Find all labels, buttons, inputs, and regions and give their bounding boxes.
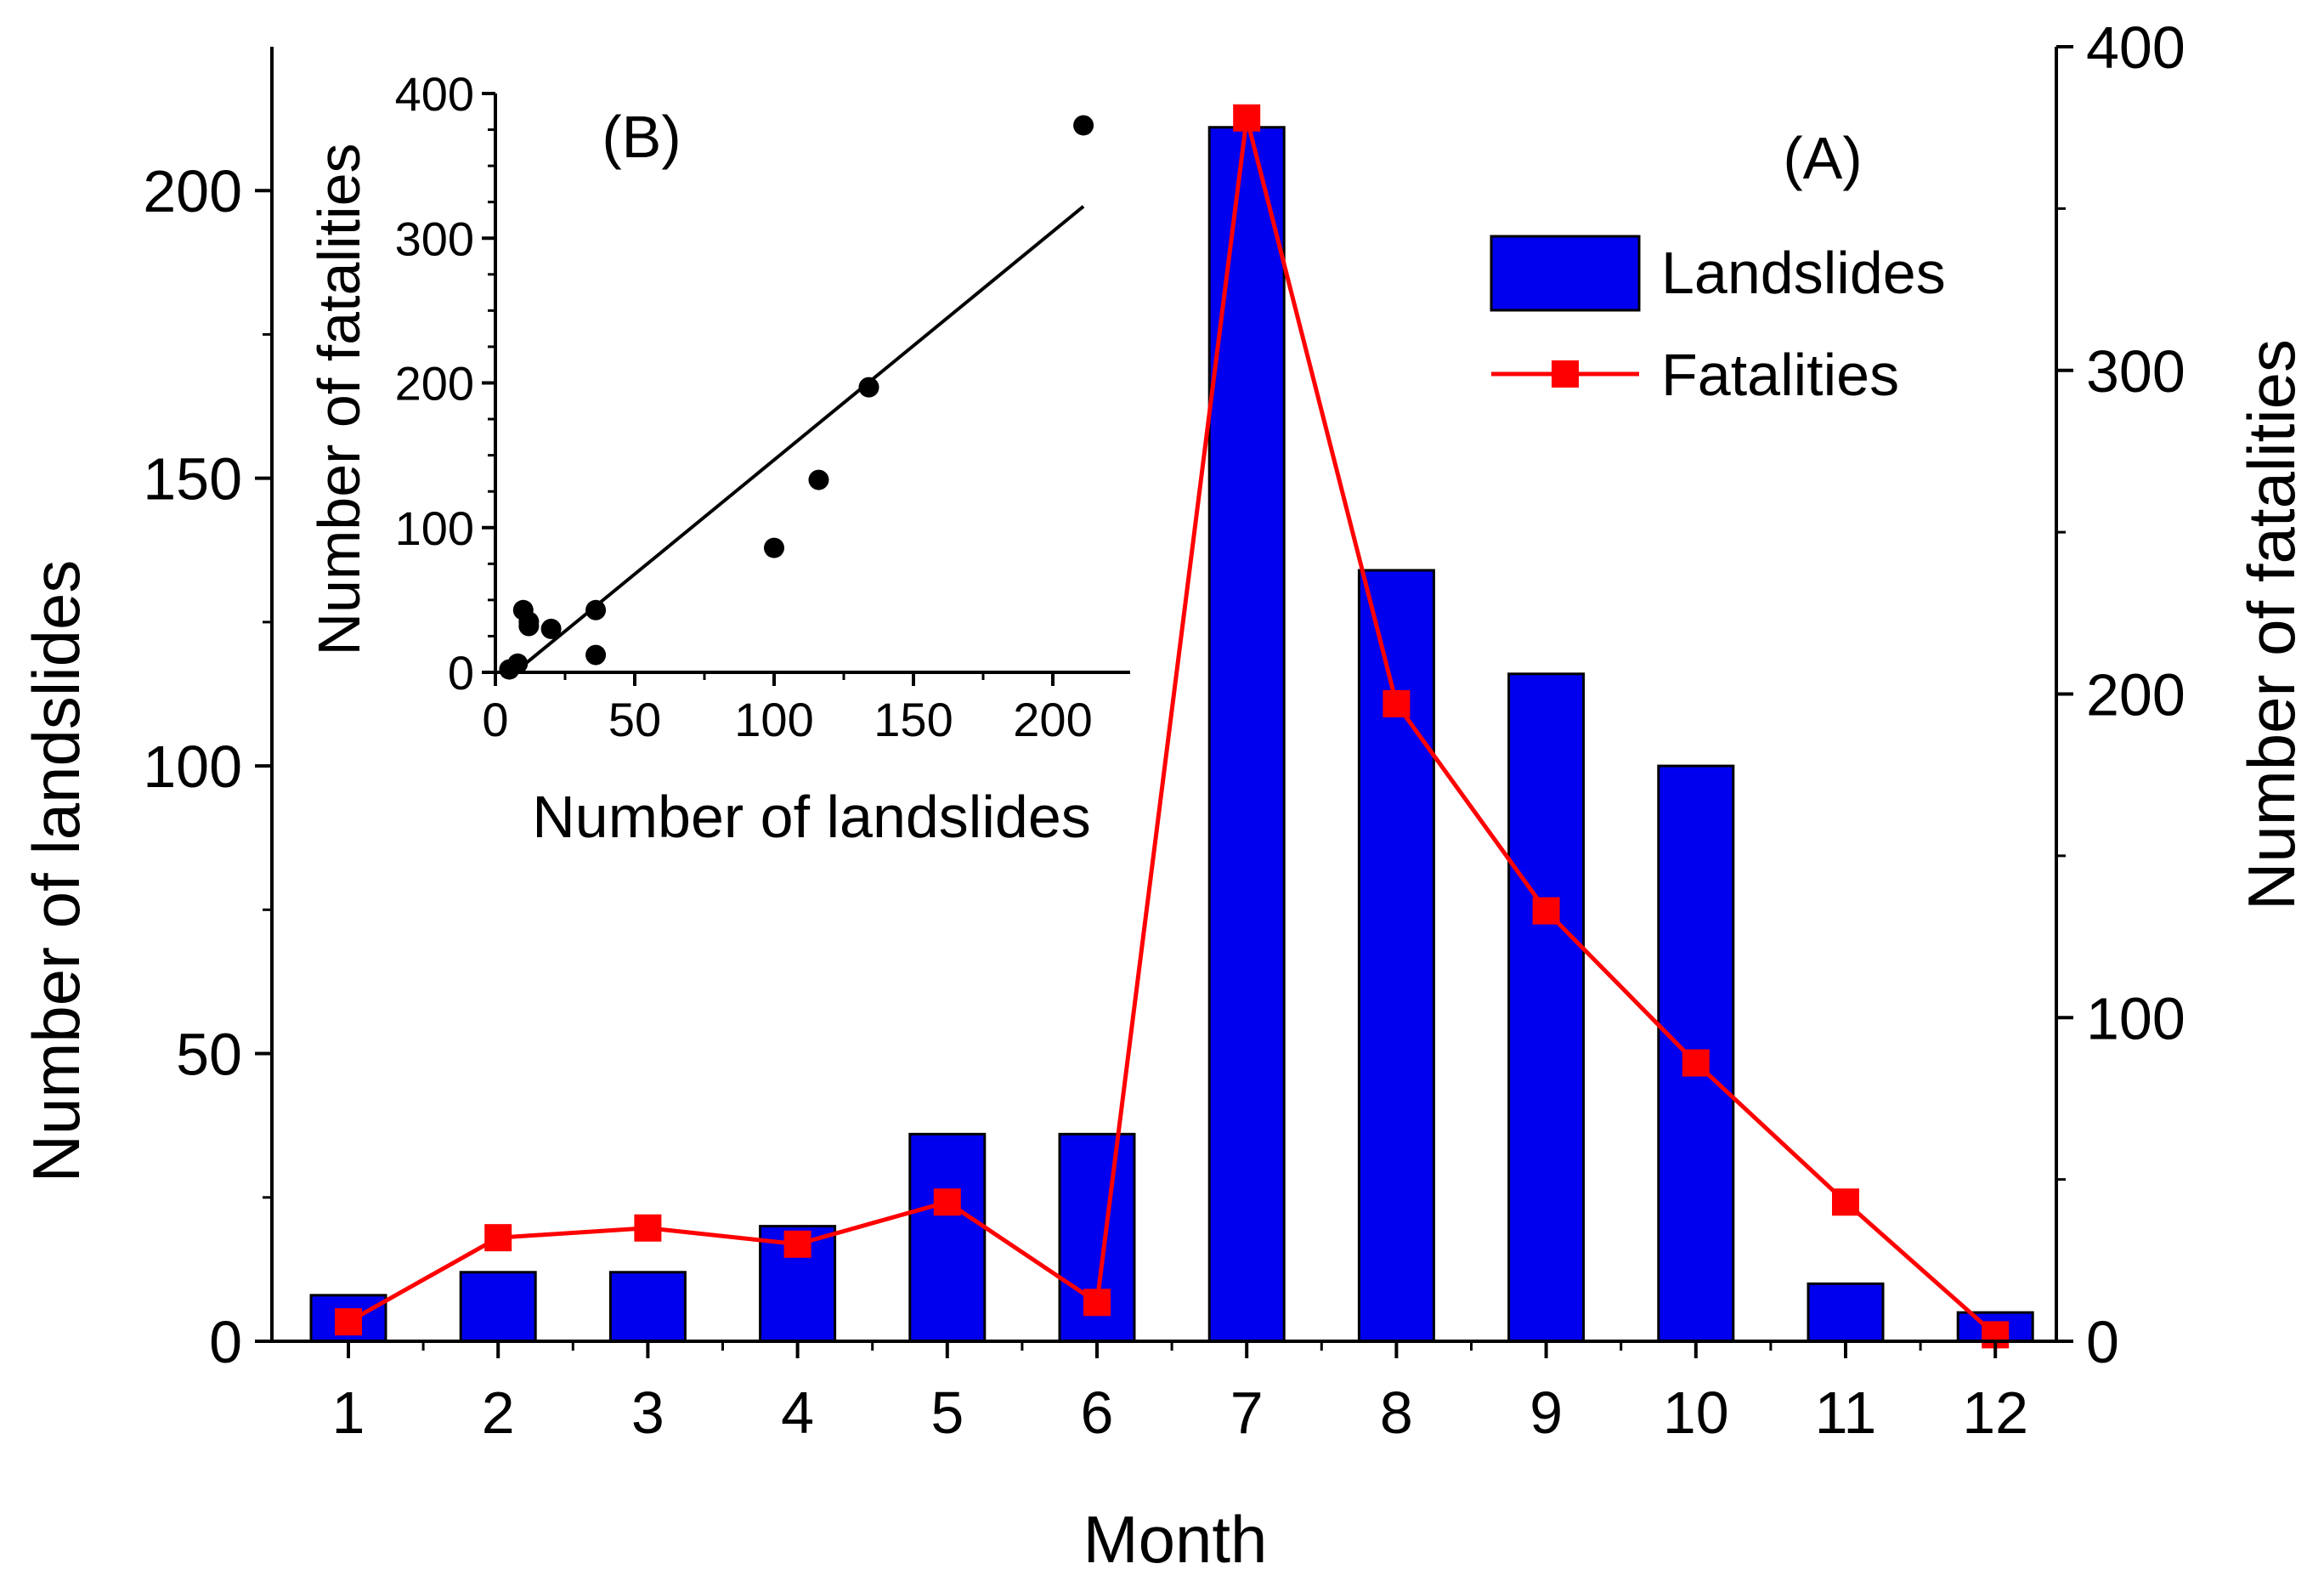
panel-b-label: (B): [602, 104, 681, 170]
right-y-tick-label: 200: [2086, 662, 2185, 728]
landslides-bar: [1507, 672, 1586, 1343]
left-y-tick-label: 0: [209, 1309, 242, 1375]
right-y-tick-label: 100: [2086, 985, 2185, 1051]
inset-x-tick-label: 0: [482, 693, 508, 746]
landslides-bars: [309, 126, 2034, 1343]
legend-landslides-label: Landslides: [1661, 240, 1946, 306]
fatalities-line: [347, 117, 1997, 1337]
inset-y-tick-label: 200: [395, 357, 474, 411]
fatalities-series: [335, 104, 2010, 1349]
inset-axes: 0 100 200 300 400 0 50 100 150 200: [395, 67, 1130, 746]
fatalities-marker: [484, 1224, 512, 1252]
x-tick-label: 1: [332, 1380, 365, 1446]
fatalities-marker: [1083, 1289, 1111, 1317]
x-tick-label: 10: [1663, 1380, 1729, 1446]
x-tick-label: 5: [930, 1380, 964, 1446]
left-y-tick-label: 50: [176, 1022, 242, 1088]
legend-landslides-swatch: [1490, 235, 1641, 312]
x-tick-label: 2: [482, 1380, 515, 1446]
inset-scatter-point: [540, 618, 562, 639]
fatalities-marker: [783, 1230, 811, 1258]
legend-fatalities-marker: [1552, 360, 1579, 388]
inset-x-axis-title: Number of landslides: [532, 784, 1091, 850]
legend-fatalities-label: Fatalities: [1661, 342, 1899, 408]
fatalities-marker: [335, 1308, 362, 1336]
x-tick-label: 3: [631, 1380, 664, 1446]
landslides-bar: [908, 1132, 987, 1343]
x-tick-label: 9: [1530, 1380, 1563, 1446]
inset-scatter-point: [808, 469, 829, 490]
inset-scatter-point: [764, 537, 784, 558]
x-tick-label: 7: [1230, 1380, 1264, 1446]
x-tick-label: 6: [1081, 1380, 1114, 1446]
inset-fit-line: [513, 205, 1085, 674]
left-y-axis-title: Number of landslides: [19, 560, 93, 1183]
landslides-bar: [1357, 569, 1435, 1343]
inset-y-tick-label: 400: [395, 67, 474, 121]
left-y-tick-label: 100: [143, 734, 242, 800]
x-tick-label: 4: [781, 1380, 814, 1446]
inset-x-tick-label: 100: [734, 693, 813, 746]
fatalities-marker: [1682, 1049, 1710, 1077]
fatalities-marker: [1532, 897, 1560, 925]
right-y-tick-label: 0: [2086, 1309, 2119, 1375]
right-y-tick-label: 300: [2086, 338, 2185, 405]
inset-regression-line: [513, 205, 1085, 674]
legend: Landslides Fatalities: [1490, 235, 1946, 408]
x-tick-label: 8: [1380, 1380, 1413, 1446]
landslides-bar: [459, 1271, 537, 1343]
inset-x-tick-label: 150: [874, 693, 953, 746]
fatalities-marker: [1832, 1188, 1859, 1216]
inset-scatter-point: [585, 644, 607, 666]
right-y-axis-title: Number of fatalities: [2234, 339, 2309, 910]
inset-x-tick-label: 50: [608, 693, 661, 746]
inset-y-axis-title: Number of fatalities: [306, 143, 372, 655]
fatalities-marker: [1383, 689, 1411, 717]
landslides-bar: [608, 1271, 687, 1343]
left-y-tick-label: 200: [143, 158, 242, 224]
fatalities-marker: [933, 1188, 961, 1216]
landslides-bar: [1807, 1282, 1885, 1343]
panel-a-label: (A): [1783, 125, 1862, 191]
inset-scatter-point: [1073, 115, 1094, 136]
left-y-tick-label: 150: [143, 446, 242, 513]
fatalities-marker: [634, 1214, 662, 1242]
inset-y-tick-label: 0: [448, 646, 474, 700]
inset-scatter-point: [858, 377, 879, 398]
landslides-bar: [759, 1225, 837, 1343]
inset-y-tick-label: 100: [395, 501, 474, 555]
inset-scatter-chart: 0 100 200 300 400 0 50 100 150 200 Number of land…: [306, 67, 1130, 850]
inset-x-tick-label: 200: [1013, 693, 1092, 746]
fatalities-marker: [1233, 104, 1261, 132]
x-tick-label: 12: [1962, 1380, 2028, 1446]
inset-scatter-points: [499, 115, 1094, 680]
inset-scatter-point: [507, 653, 529, 674]
inset-scatter-point: [585, 599, 607, 620]
x-tick-label: 11: [1815, 1380, 1877, 1446]
inset-scatter-point: [518, 611, 540, 632]
right-y-tick-label: 400: [2086, 14, 2185, 81]
x-axis-title: Month: [1083, 1502, 1268, 1577]
inset-y-tick-label: 300: [395, 212, 474, 265]
